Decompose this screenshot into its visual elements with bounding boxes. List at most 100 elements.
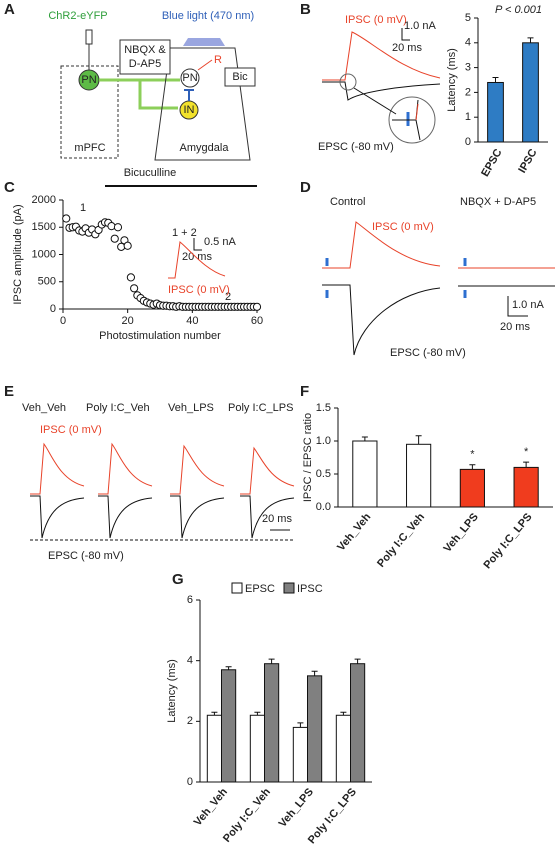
error-bar (492, 77, 499, 83)
label: IPSC (0 mV) (372, 221, 434, 233)
x-tick-label: EPSC (479, 147, 504, 179)
light (183, 38, 225, 46)
bar (487, 81, 504, 143)
error-bar (311, 670, 318, 676)
y-tick-label: 500 (38, 276, 56, 288)
x-tick-label: 0 (60, 315, 66, 327)
projection (99, 78, 180, 110)
bar (292, 726, 308, 783)
traces: IPSC (0 mV) 1.0 nA 20 ms EPSC (-80 mV) (318, 14, 441, 153)
y-tick-label: 0.0 (316, 501, 331, 513)
label: NBQX & (124, 44, 166, 56)
label: Veh_Veh (22, 402, 66, 414)
x-tick-label: Veh_LPS (441, 511, 480, 555)
bic-box (224, 67, 256, 87)
label: 20 ms (262, 513, 292, 525)
annotation: 1 (80, 202, 86, 214)
trace (30, 495, 295, 539)
error-bar (254, 711, 261, 716)
bar (459, 468, 485, 508)
y-tick-label: 1.5 (316, 402, 331, 414)
legend-label: IPSC (297, 583, 323, 595)
trace (322, 81, 441, 101)
annotation: Bicuculline (124, 167, 177, 179)
label: mPFC (74, 142, 105, 154)
bar (264, 663, 280, 783)
arrow (353, 87, 397, 115)
scale-bar (507, 296, 528, 317)
label: D-AP5 (129, 58, 161, 70)
bar (307, 675, 323, 783)
annotation: IPSC (0 mV) (168, 284, 230, 296)
y-tick-label: 2 (465, 86, 471, 98)
panel-letter: F (300, 383, 309, 400)
point (62, 214, 71, 223)
significance: * (524, 446, 529, 458)
legend-label: EPSC (245, 583, 275, 595)
traces: Veh_Veh Poly I:C_Veh Veh_LPS Poly I:C_LP… (22, 402, 295, 562)
y-tick-label: 3 (465, 62, 471, 74)
x-tick-label: Veh_Veh (335, 511, 373, 554)
y-axis-label: IPSC / EPSC ratio (302, 413, 314, 502)
annotation: 1 + 2 (172, 227, 197, 239)
label: Blue light (470 nm) (162, 10, 254, 22)
trace (415, 103, 419, 121)
label: EPSC (-80 mV) (318, 141, 394, 153)
label: IN (184, 104, 195, 116)
error-bar (527, 37, 534, 43)
amygdala-box (154, 47, 251, 161)
legend-swatch (283, 582, 295, 594)
mpfc-box (60, 65, 119, 159)
x-tick-label: 40 (186, 315, 198, 327)
x-tick-label: 20 (122, 315, 134, 327)
y-tick-label: 6 (187, 594, 193, 606)
bar (406, 443, 432, 508)
error-bar (354, 658, 361, 664)
annotation: P < 0.001 (495, 4, 542, 16)
label: NBQX + D-AP5 (460, 196, 536, 208)
trace (322, 284, 441, 356)
label: Amygdala (180, 142, 230, 154)
point (113, 223, 123, 232)
label: R (214, 54, 222, 66)
y-axis-label: Latency (ms) (166, 659, 178, 723)
zoom (339, 73, 357, 91)
point (110, 234, 119, 243)
x-tick-label: Poly I:C_LPS (481, 511, 534, 571)
error-bar (469, 464, 476, 470)
label: EPSC (-80 mV) (390, 347, 466, 359)
synapse (184, 89, 194, 101)
y-tick-label: 2 (187, 715, 193, 727)
y-axis-label: Latency (ms) (446, 48, 458, 112)
label: Bic (232, 71, 248, 83)
y-tick-label: 0 (465, 136, 471, 148)
label: Poly I:C_Veh (86, 402, 150, 414)
bar (335, 714, 351, 783)
panel-letter: E (4, 383, 14, 400)
error-bar (225, 666, 232, 670)
label: 20 ms (500, 321, 530, 333)
x-axis-label: Photostimulation number (99, 330, 221, 342)
y-tick-label: 1500 (32, 221, 56, 233)
scale-bar (193, 238, 202, 251)
bar (221, 669, 237, 783)
y-tick-label: 0 (50, 303, 56, 315)
label: 20 ms (392, 42, 422, 54)
label: Veh_LPS (168, 402, 214, 414)
y-axis-label: IPSC amplitude (pA) (12, 204, 24, 304)
y-tick-label: 0.5 (316, 468, 331, 480)
y-tick-label: 2000 (32, 194, 56, 206)
label: PN (81, 74, 96, 86)
error-bar (268, 658, 275, 664)
label: 1.0 nA (404, 20, 436, 32)
panel-letter: C (4, 179, 15, 196)
panel-letter: B (300, 1, 311, 18)
annotation: 2 (225, 291, 231, 303)
pn-cell (180, 68, 200, 88)
y-tick-label: 4 (465, 37, 471, 49)
diagram: ChR2-eYFP Blue light (470 nm) mPFC PN Am… (48, 10, 256, 161)
x-tick-label: Poly I:C_Veh (375, 511, 427, 570)
bar (249, 714, 265, 783)
label: EPSC (-80 mV) (48, 550, 124, 562)
